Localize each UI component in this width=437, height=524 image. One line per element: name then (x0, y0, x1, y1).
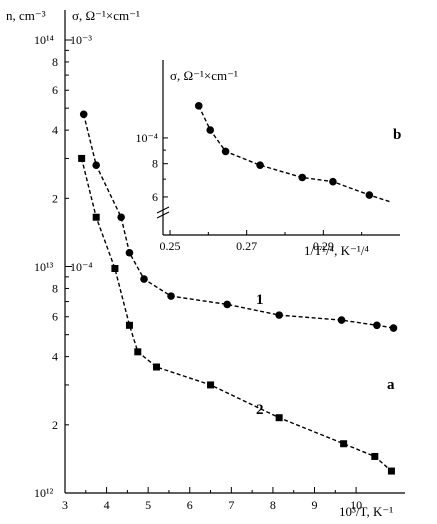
inset-series-point (206, 126, 215, 134)
inset-series-point (194, 102, 203, 110)
series-1-point (373, 321, 381, 330)
inset-x-ticks: 0.25 0.27 0.29 (160, 230, 363, 253)
x-tick-label: 10 (350, 498, 362, 512)
series-1-point (275, 311, 283, 319)
inset-series-point (256, 161, 264, 169)
inset-y-axis-label: σ, Ω⁻¹×cm⁻¹ (170, 68, 238, 83)
inset-y-tick-label: 6 (152, 190, 158, 204)
y-tick-label-bottom-n: 10¹² (34, 486, 54, 500)
x-tick-label: 4 (104, 498, 110, 512)
y-minor-label: 6 (52, 310, 58, 324)
y-axis-label-sigma: σ, Ω⁻¹×cm⁻¹ (72, 8, 140, 23)
series-group (78, 110, 398, 475)
y-tick-label-top-n: 10¹⁴ (34, 33, 54, 47)
x-tick-label: 3 (62, 498, 68, 512)
panel-label-a: a (387, 377, 395, 393)
inset-plot: 0.25 0.27 0.29 10⁻⁴ 8 6 σ, Ω⁻¹×cm⁻¹ b 1/T¹/⁴… (135, 60, 401, 258)
series-2-label: 2 (256, 402, 264, 418)
x-tick-label: 6 (187, 498, 193, 512)
inset-series-point (365, 191, 374, 199)
series-1-line (83, 114, 394, 329)
series-2-point (207, 381, 215, 389)
series-2-point (340, 440, 348, 448)
y-minor-label: 2 (52, 418, 58, 432)
series-2-point (371, 452, 379, 460)
x-tick-label: 5 (145, 498, 151, 512)
y-minor-label: 6 (52, 83, 58, 97)
inset-x-tick-label: 0.29 (313, 239, 334, 253)
series-2-point (125, 321, 133, 329)
inset-series-point (298, 173, 307, 182)
series-1-point (125, 248, 134, 257)
series-2-point (387, 467, 395, 475)
series-1-label: 1 (256, 292, 264, 308)
inset-series-point (329, 177, 337, 186)
x-tick-label: 8 (270, 498, 276, 512)
inset-series-group (194, 102, 391, 203)
series-1-point (337, 316, 346, 324)
x-tick-label: 9 (312, 498, 318, 512)
inset-y-tick-label: 10⁻⁴ (135, 131, 158, 145)
y-minor-label: 4 (52, 350, 58, 364)
x-ticks: 3 4 5 6 7 8 9 10 (62, 487, 362, 512)
series-2-point (152, 363, 160, 371)
series-2-line (80, 158, 392, 472)
y-ticks (65, 39, 72, 494)
inset-x-tick-label: 0.25 (160, 239, 181, 253)
series-1-point (140, 275, 148, 283)
series-2-point (111, 264, 119, 272)
series-2-point (78, 154, 86, 162)
y-minor-label: 2 (52, 191, 58, 205)
y-minor-labels: 8 6 4 2 8 6 4 2 (52, 55, 58, 432)
x-axis-label: 10³/T, K⁻¹ (339, 504, 393, 519)
series-1-point (92, 161, 100, 170)
inset-y-ticks: 10⁻⁴ 8 6 (135, 131, 168, 204)
y-minor-label: 8 (52, 281, 58, 295)
y-axis-label-n: n, cm⁻³ (6, 8, 46, 23)
inset-series-line (198, 105, 391, 203)
y-minor-label: 8 (52, 55, 58, 69)
y-tick-label-mid-n: 10¹³ (34, 260, 54, 274)
series-2-point (134, 348, 142, 356)
series-2-point (275, 414, 283, 422)
y-tick-label-top-sigma: 10⁻³ (70, 33, 92, 47)
x-tick-label: 7 (228, 498, 234, 512)
y-minor-label: 4 (52, 123, 58, 137)
series-1-point (167, 292, 175, 300)
panel-label-b: b (393, 127, 401, 143)
inset-x-tick-label: 0.27 (236, 239, 257, 253)
y-tick-label-mid-sigma: 10⁻⁴ (70, 260, 93, 274)
inset-y-tick-label: 8 (152, 157, 158, 171)
series-1-point (389, 324, 398, 332)
series-1-point (223, 300, 231, 309)
series-1-point (79, 110, 88, 119)
inset-x-axis-label: 1/T¹/⁴, K⁻¹/⁴ (304, 243, 369, 258)
inset-series-point (221, 147, 230, 156)
axis-break-mark (156, 206, 170, 219)
series-1-point (117, 213, 125, 222)
main-plot: 3 4 5 6 7 8 9 10 n, cm⁻³ σ, Ω⁻¹×cm⁻¹ 10¹⁴ 10⁻³ … (6, 8, 405, 519)
series-2-point (92, 213, 100, 221)
